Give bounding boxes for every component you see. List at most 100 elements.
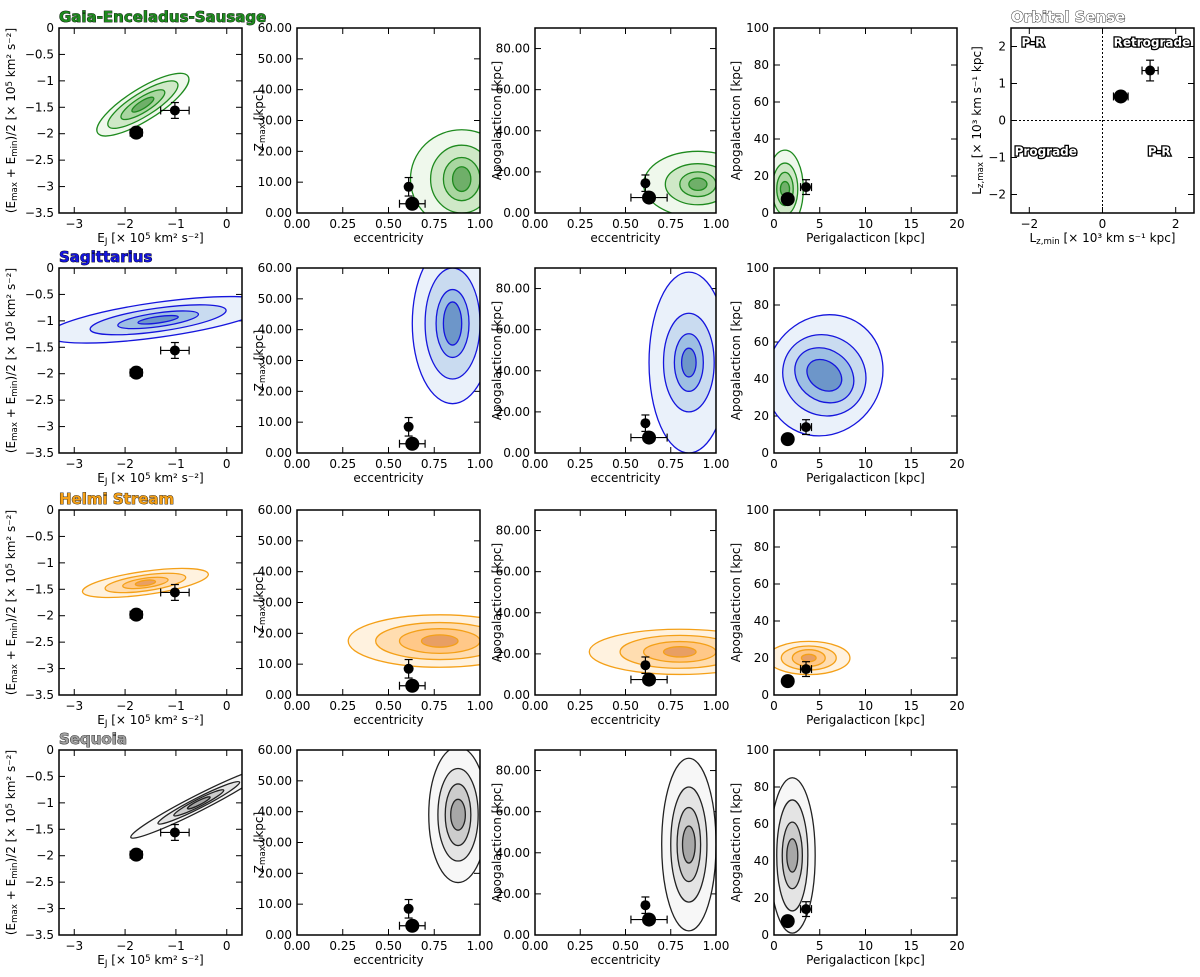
- y-tick-label: 2: [998, 40, 1006, 54]
- y-tick-label: −1.5: [25, 582, 54, 596]
- y-tick-label: −2: [988, 188, 1006, 202]
- y-tick-label: 0.00: [265, 206, 292, 220]
- y-tick-label: 80.00: [496, 524, 530, 538]
- y-tick-label: −2: [36, 609, 54, 623]
- x-tick-label: −2: [116, 217, 134, 231]
- y-tick-label: 20: [754, 169, 769, 183]
- y-axis-label: Apogalacticon [kpc]: [729, 301, 743, 420]
- y-tick-label: 100: [746, 743, 769, 757]
- y-axis-label: (Emax + Emin)/2 [× 105 km² s⁻²]: [4, 268, 20, 453]
- y-axis-label: Zmax [kpc]: [252, 330, 268, 391]
- y-axis-label: (Emax + Emin)/2 [× 105 km² s⁻²]: [4, 28, 20, 213]
- y-tick-label: 40: [754, 854, 769, 868]
- y-tick-label: −1: [36, 556, 54, 570]
- y-tick-label: 50.00: [258, 292, 292, 306]
- x-axis-label: eccentricity: [353, 713, 423, 727]
- x-tick-label: 10: [858, 457, 873, 471]
- panel-sgr-energy: −3−2−10−3.5−3−2.5−2−1.5−1−0.50EJ [× 105 …: [4, 261, 271, 487]
- x-tick-label: 0: [223, 939, 231, 953]
- data-point-large: [781, 674, 795, 688]
- density-contours: [589, 629, 770, 674]
- x-tick-label: 15: [904, 939, 919, 953]
- y-tick-label: 60.00: [258, 743, 292, 757]
- x-tick-label: 5: [816, 699, 824, 713]
- x-tick-label: 0.25: [329, 217, 356, 231]
- x-tick-label: −2: [116, 939, 134, 953]
- y-tick-label: 0: [998, 114, 1006, 128]
- x-tick-label: −2: [1020, 217, 1038, 231]
- x-tick-label: 1.00: [467, 217, 494, 231]
- y-tick-label: −2.5: [25, 153, 54, 167]
- y-tick-label: −2.5: [25, 393, 54, 407]
- x-tick-label: −2: [116, 699, 134, 713]
- contour-level-4: [689, 178, 707, 190]
- y-tick-label: 50.00: [258, 534, 292, 548]
- x-tick-label: 10: [858, 939, 873, 953]
- panel-gse-apo_ecc: 0.000.250.500.751.000.0020.0040.0060.008…: [490, 28, 752, 245]
- y-tick-label: 50.00: [258, 774, 292, 788]
- x-tick-label: 0.25: [329, 939, 356, 953]
- y-tick-label: −0.5: [25, 769, 54, 783]
- data-point-large: [129, 126, 143, 140]
- x-axis-label: EJ [× 105 km² s⁻²]: [97, 231, 203, 247]
- x-tick-label: −1: [167, 457, 185, 471]
- contour-level-4: [451, 799, 466, 830]
- y-tick-label: 0: [46, 503, 54, 517]
- quadrant-label-bottom-left: Prograde: [1015, 145, 1077, 159]
- panel-title-orbital: Orbital Sense: [1011, 8, 1125, 26]
- data-point-large: [129, 848, 143, 862]
- x-tick-label: 1.00: [703, 699, 730, 713]
- x-tick-label: 10: [858, 217, 873, 231]
- density-contours: [429, 747, 488, 883]
- y-tick-label: 10.00: [258, 175, 292, 189]
- y-tick-label: 0: [761, 928, 769, 942]
- x-tick-label: 20: [949, 217, 964, 231]
- data-point-large: [1113, 89, 1128, 103]
- x-axis-label: eccentricity: [353, 953, 423, 967]
- x-axis-label: eccentricity: [353, 471, 423, 485]
- data-point-large: [129, 608, 143, 622]
- y-axis-label: Apogalacticon [kpc]: [490, 543, 504, 662]
- y-tick-label: 50.00: [258, 52, 292, 66]
- x-tick-label: 0.50: [375, 939, 402, 953]
- y-tick-label: −3: [36, 180, 54, 194]
- y-tick-label: 60: [754, 577, 769, 591]
- panel-helmi-energy: −3−2−10−3.5−3−2.5−2−1.5−1−0.50EJ [× 105 …: [4, 503, 242, 729]
- y-tick-label: 40: [754, 614, 769, 628]
- y-tick-label: 10.00: [258, 897, 292, 911]
- x-axis-label: Lz,min [× 10³ km s⁻¹ kpc]: [1029, 231, 1175, 247]
- y-tick-label: −2.5: [25, 875, 54, 889]
- x-tick-label: 5: [816, 939, 824, 953]
- x-axis-label: eccentricity: [590, 231, 660, 245]
- y-tick-label: −2: [36, 367, 54, 381]
- y-tick-label: −1: [36, 74, 54, 88]
- y-tick-label: 0.00: [265, 446, 292, 460]
- y-tick-label: −0.5: [25, 529, 54, 543]
- y-tick-label: −2.5: [25, 635, 54, 649]
- x-tick-label: 0.25: [567, 457, 594, 471]
- y-tick-label: −3.5: [25, 446, 54, 460]
- y-tick-label: 100: [746, 261, 769, 275]
- x-tick-label: 0.50: [375, 457, 402, 471]
- x-tick-label: 5: [816, 217, 824, 231]
- x-tick-label: 0: [770, 699, 778, 713]
- y-tick-label: 80.00: [496, 42, 530, 56]
- y-tick-label: 40: [754, 132, 769, 146]
- contour-level-4: [787, 839, 798, 872]
- y-tick-label: −3: [36, 902, 54, 916]
- x-tick-label: 0: [770, 939, 778, 953]
- panel-helmi-apo_peri: 05101520020406080100Perigalacticon [kpc]…: [729, 503, 965, 727]
- density-contours: [662, 758, 716, 931]
- x-tick-label: 0.25: [567, 699, 594, 713]
- y-tick-label: −3.5: [25, 688, 54, 702]
- panel-gse-apo_peri: 05101520020406080100Perigalacticon [kpc]…: [729, 21, 965, 245]
- y-tick-label: 20: [754, 409, 769, 423]
- panel-orbital-sense: −202−2−1012Lz,min [× 10³ km s⁻¹ kpc]Lz,m…: [970, 28, 1194, 247]
- x-axis-label: eccentricity: [353, 231, 423, 245]
- y-tick-label: −2: [36, 127, 54, 141]
- y-tick-label: 0.00: [265, 688, 292, 702]
- x-tick-label: −3: [65, 699, 83, 713]
- x-axis-label: Perigalacticon [kpc]: [806, 713, 925, 727]
- x-tick-label: 0.50: [612, 457, 639, 471]
- x-tick-label: 1.00: [703, 939, 730, 953]
